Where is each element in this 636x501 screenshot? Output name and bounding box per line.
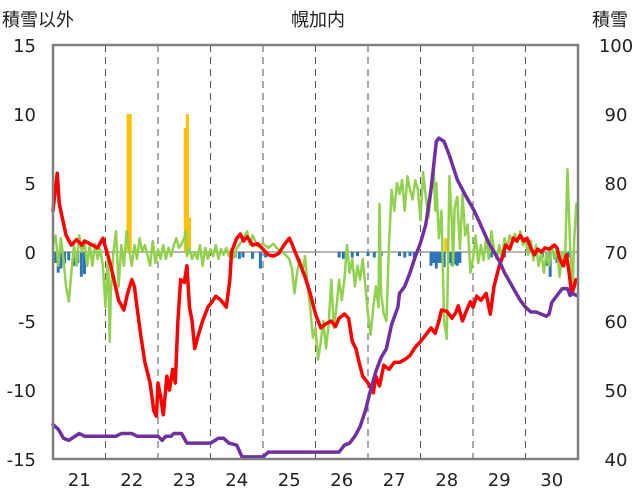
left-tick-label: 10 (13, 105, 36, 126)
sunshine-bar (567, 252, 571, 258)
grid (53, 45, 578, 459)
sunshine-bar (366, 252, 370, 257)
x-tick-label: 26 (330, 470, 353, 491)
x-tick-label: 25 (278, 470, 301, 491)
x-tick-label: 27 (383, 470, 406, 491)
right-tick-label: 80 (605, 174, 628, 195)
sunshine-bar (432, 252, 436, 264)
precipitation-bar (126, 114, 130, 252)
sunshine-bar (455, 252, 459, 266)
sunshine-bar (258, 252, 262, 269)
x-tick-label: 21 (68, 470, 91, 491)
sunshine-bar (437, 252, 441, 264)
sunshine-bar (447, 252, 451, 264)
sunshine-bar (251, 252, 254, 259)
temperature-line (51, 171, 578, 418)
left-axis-label: 積雪以外 (2, 10, 74, 31)
right-tick-label: 40 (605, 450, 628, 471)
sunshine-bar (79, 252, 83, 277)
right-axis-label: 積雪 (592, 10, 628, 31)
sunshine-bar (403, 252, 407, 258)
sunshine-bar (434, 252, 438, 269)
left-tick-label: -15 (7, 450, 36, 471)
right-tick-label: 50 (605, 381, 628, 402)
sunshine-bar (458, 252, 462, 264)
right-tick-label: 90 (605, 105, 628, 126)
left-tick-label: -10 (7, 381, 36, 402)
left-tick-label: 0 (25, 243, 36, 264)
tick-labels: -15 -10 -5 0 5 10 15 40 50 60 70 80 90 100 21 22 23 24 25 2… (7, 36, 634, 491)
sunshine-bar (408, 252, 412, 257)
chart-title: 幌加内 (291, 10, 345, 31)
left-tick-label: 15 (13, 36, 36, 57)
sunshine-bar (83, 252, 86, 275)
right-tick-label: 60 (605, 312, 628, 333)
sunshine-bar (489, 252, 493, 258)
wind-line (51, 163, 578, 361)
sunshine-bar (67, 252, 71, 261)
sunshine-bar (442, 252, 446, 268)
precipitation-bar (444, 238, 448, 252)
left-tick-label: -5 (18, 312, 36, 333)
x-tick-label: 28 (435, 470, 458, 491)
sunshine-bar (350, 252, 354, 258)
sunshine-bar (59, 252, 63, 269)
sunshine-bar (429, 252, 433, 266)
plot-frame (51, 43, 580, 461)
precipitation-bar (188, 217, 191, 252)
x-tick-label: 22 (120, 470, 143, 491)
right-tick-label: 70 (605, 243, 628, 264)
snow-depth-line (51, 136, 579, 459)
sunshine-bar (72, 252, 76, 266)
sunshine-bar (237, 252, 241, 259)
precipitation-bar (185, 114, 189, 252)
sunshine-bar (341, 252, 345, 259)
sunshine-bar (453, 252, 457, 265)
x-tick-label: 29 (488, 470, 511, 491)
sunshine-bar (54, 252, 58, 264)
lines-layer (51, 136, 579, 459)
x-tick-label: 24 (225, 470, 248, 491)
sunshine-bar (241, 252, 245, 258)
x-tick-label: 30 (540, 470, 563, 491)
precipitation-bar (128, 114, 132, 252)
precipitation-bar (183, 127, 187, 252)
sunshine-bar (356, 252, 359, 257)
x-tick-label: 23 (173, 470, 196, 491)
right-tick-label: 100 (599, 36, 633, 57)
left-tick-label: 5 (25, 174, 36, 195)
sunshine-bar (398, 252, 401, 257)
sunshine-bar (264, 252, 268, 258)
sunshine-bar (372, 252, 376, 258)
sunshine-bar (337, 252, 341, 258)
